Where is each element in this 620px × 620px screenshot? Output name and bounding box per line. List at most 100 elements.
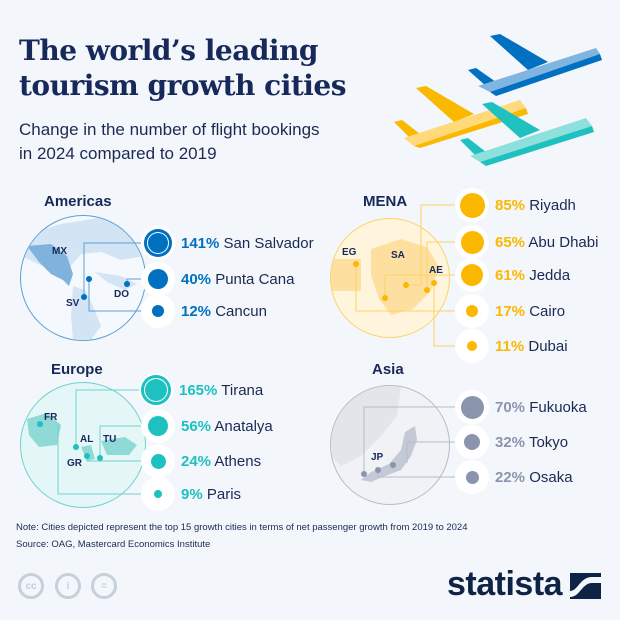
city-name: Dubai [528, 337, 568, 355]
city-row-san-salvador: 141% San Salvador [141, 226, 314, 260]
bubble-wrap [455, 425, 489, 459]
bubble-85 [459, 192, 485, 218]
city-name: Cairo [529, 302, 566, 320]
city-pct: 12% [181, 302, 212, 320]
bubble-17 [466, 305, 478, 317]
bubble-wrap [139, 373, 173, 407]
globe-mena [330, 218, 450, 338]
bubble-wrap [455, 294, 489, 328]
city-name: Jedda [529, 266, 571, 284]
city-name: Riyadh [529, 196, 576, 214]
bubble-9 [154, 490, 162, 498]
city-pct: 85% [495, 196, 526, 214]
bubble-wrap [455, 188, 489, 222]
airplane-icon [468, 34, 602, 96]
subtitle-line-1: Change in the number of flight bookings [19, 120, 320, 139]
city-row-punta-cana: 40% Punta Cana [141, 262, 295, 296]
bubble-65 [460, 230, 484, 254]
city-pct: 61% [495, 266, 526, 284]
city-row-jedda: 61% Jedda [455, 258, 571, 292]
city-row-athens: 24% Athens [141, 444, 262, 478]
bubble-12 [152, 305, 164, 317]
statista-logo-icon [570, 573, 601, 603]
city-pct: 22% [495, 468, 526, 486]
bubble-wrap [141, 226, 175, 260]
city-name: Athens [214, 452, 262, 470]
city-name: Paris [206, 485, 242, 503]
city-row-fukuoka: 70% Fukuoka [455, 390, 587, 424]
airplane-icon [460, 102, 594, 166]
bubble-11 [467, 341, 477, 351]
city-name: Tokyo [528, 433, 569, 451]
logo-wave-icon [570, 577, 601, 603]
city-row-paris: 9% Paris [141, 477, 242, 511]
page-title: The world’s leading tourism growth citie… [19, 33, 346, 103]
city-pct: 11% [495, 337, 525, 355]
globe-europe [20, 382, 146, 508]
city-pct: 70% [495, 398, 526, 416]
region-label-asia: Asia [372, 361, 404, 378]
cc-icon[interactable]: cc [18, 573, 44, 599]
region-label-europe: Europe [51, 361, 103, 378]
city-pct: 9% [181, 485, 203, 503]
bubble-wrap [141, 294, 175, 328]
city-row-cancun: 12% Cancun [141, 294, 267, 328]
europe-map [27, 413, 137, 461]
city-row-osaka: 22% Osaka [455, 460, 573, 494]
region-label-mena: MENA [363, 193, 408, 210]
bubble-24 [150, 453, 166, 469]
title-line-2: tourism growth cities [19, 69, 346, 102]
globe-asia [330, 385, 450, 505]
bubble-40 [148, 269, 168, 289]
mena-map [331, 239, 439, 315]
source-note: Source: OAG, Mastercard Economics Instit… [16, 539, 211, 550]
city-row-tirana: 165% Tirana [139, 373, 264, 407]
bubble-165 [141, 375, 171, 405]
city-row-dubai: 11% Dubai [455, 329, 568, 363]
city-pct: 65% [495, 233, 526, 251]
city-name: Anatalya [214, 417, 273, 435]
no-derivatives-icon[interactable]: = [91, 573, 117, 599]
bubble-70 [460, 395, 484, 419]
city-name: Fukuoka [529, 398, 587, 416]
americas-map [21, 216, 145, 340]
subtitle-line-2: in 2024 compared to 2019 [19, 144, 217, 163]
bubble-wrap [141, 477, 175, 511]
bubble-wrap [455, 225, 489, 259]
city-pct: 56% [181, 417, 212, 435]
city-pct: 17% [495, 302, 526, 320]
city-name: Abu Dhabi [528, 233, 599, 251]
bubble-wrap [455, 329, 489, 363]
attribution-icon[interactable]: i [55, 573, 81, 599]
bubble-22 [465, 470, 479, 484]
footnote: Note: Cities depicted represent the top … [16, 522, 468, 533]
city-name: Punta Cana [215, 270, 295, 288]
bubble-wrap [141, 409, 175, 443]
city-row-anatalya: 56% Anatalya [141, 409, 273, 443]
bubble-56 [148, 416, 168, 436]
bubble-61 [461, 264, 483, 286]
city-pct: 165% [179, 381, 218, 399]
city-pct: 141% [181, 234, 220, 252]
city-row-cairo: 17% Cairo [455, 294, 566, 328]
bubble-wrap [455, 258, 489, 292]
airplane-icon [394, 86, 528, 148]
city-pct: 32% [495, 433, 526, 451]
bubble-wrap [141, 444, 175, 478]
page-subtitle: Change in the number of flight bookings … [19, 118, 320, 166]
city-row-tokyo: 32% Tokyo [455, 425, 569, 459]
city-row-abu-dhabi: 65% Abu Dhabi [455, 225, 599, 259]
statista-logo[interactable]: statista [447, 565, 563, 603]
city-pct: 40% [181, 270, 212, 288]
bubble-32 [464, 434, 480, 450]
city-name: Tirana [221, 381, 264, 399]
region-label-americas: Americas [44, 193, 112, 210]
city-row-riyadh: 85% Riyadh [455, 188, 576, 222]
bubble-141 [144, 229, 172, 257]
city-name: Osaka [529, 468, 573, 486]
globe-americas [20, 215, 146, 341]
title-line-1: The world’s leading [19, 34, 319, 67]
bubble-wrap [141, 262, 175, 296]
bubble-wrap [455, 460, 489, 494]
city-name: San Salvador [223, 234, 314, 252]
